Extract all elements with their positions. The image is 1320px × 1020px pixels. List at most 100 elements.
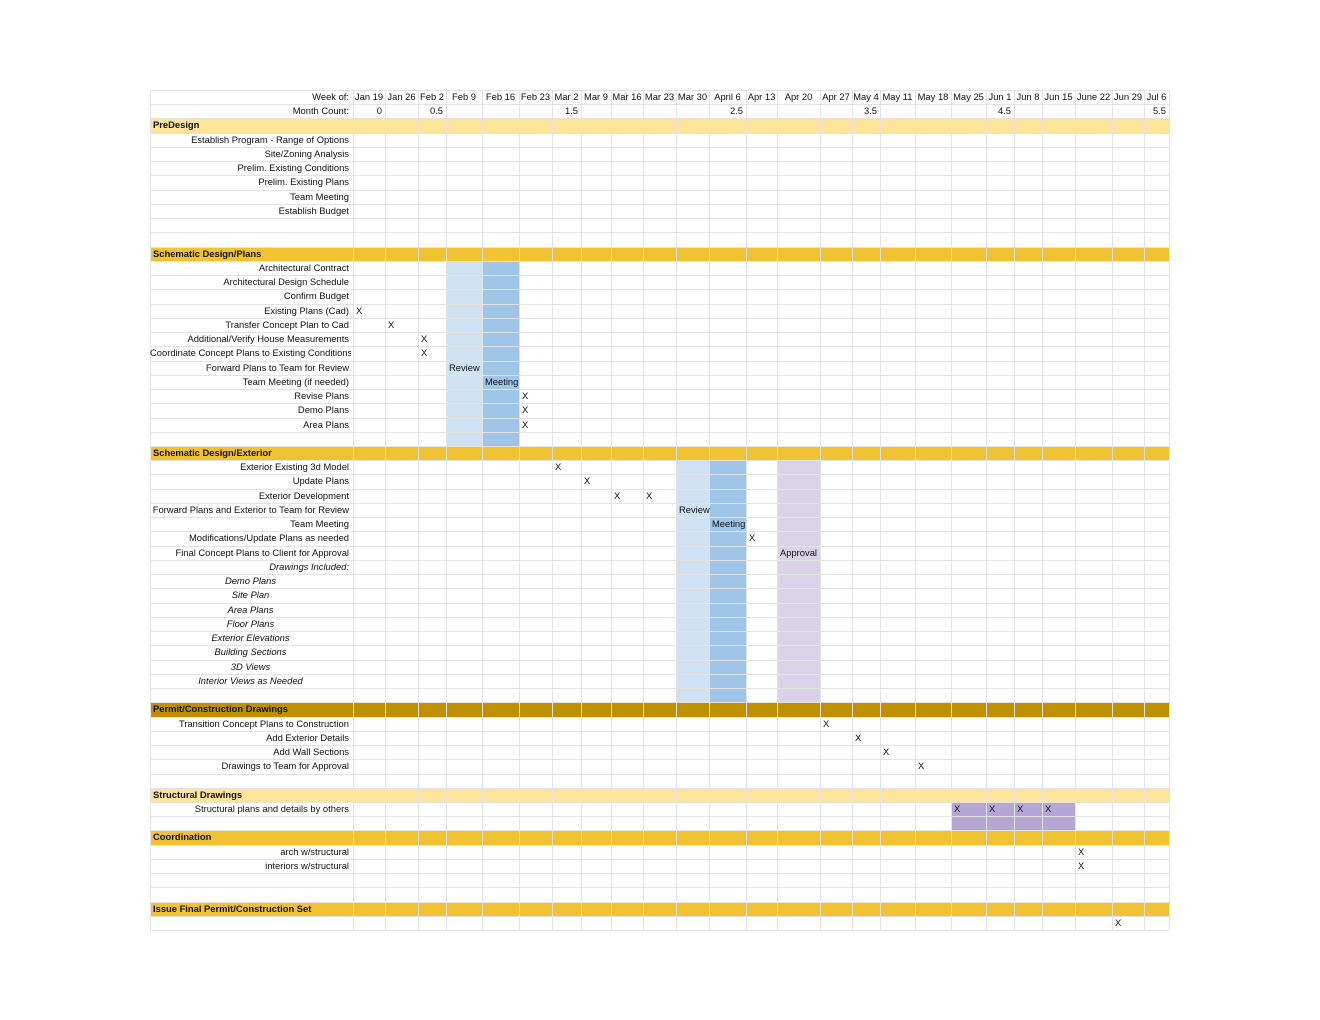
- grid-line-v: [777, 90, 778, 931]
- grid-line-v: [519, 90, 520, 931]
- schedule-mark: X: [555, 461, 562, 473]
- section-header: Issue Final Permit/Construction Set: [153, 902, 312, 914]
- week-header-cell: Jun 29: [1113, 91, 1143, 102]
- grid-line-v: [581, 90, 582, 931]
- week-header-cell: May 25: [953, 91, 984, 102]
- grid-line-v: [820, 90, 821, 931]
- grid-line-h: [150, 602, 1169, 604]
- week-header-cell: Mar 23: [644, 91, 675, 102]
- week-header-cell: June 22: [1076, 91, 1111, 102]
- task-label: Update Plans: [292, 475, 349, 487]
- week-header-cell: Jun 1: [988, 91, 1012, 102]
- grid-line-v: [385, 90, 386, 931]
- month-count-label: Month Count:: [292, 105, 349, 117]
- week-header-cell: Jun 8: [1016, 91, 1040, 102]
- schedule-band: [482, 260, 519, 446]
- grid-line-v: [611, 90, 612, 931]
- grid-line-v: [1144, 90, 1145, 931]
- schedule-mark: X: [749, 532, 756, 544]
- week-header-cell: Mar 2: [554, 91, 579, 102]
- grid-line-h: [150, 360, 1169, 362]
- grid-line-h: [150, 275, 1169, 277]
- task-label: Area Plans: [303, 418, 349, 430]
- month-count-cell: 0: [376, 105, 382, 117]
- grid-line-v: [482, 90, 483, 931]
- month-count-cell: 4.5: [997, 105, 1011, 117]
- task-label: Transition Concept Plans to Construction: [178, 717, 349, 729]
- schedule-mark: X: [388, 318, 395, 330]
- week-header-cell: Feb 23: [520, 91, 551, 102]
- schedule-mark: X: [954, 803, 961, 814]
- schedule-mark: X: [522, 418, 529, 430]
- section-header: Coordination: [153, 831, 212, 843]
- task-label: Structural plans and details by others: [194, 803, 349, 814]
- task-label: interiors w/structural: [265, 859, 349, 871]
- task-label: Existing Plans (Cad): [264, 304, 349, 316]
- grid-line-h: [150, 132, 1169, 134]
- week-header-cell: May 11: [882, 91, 913, 102]
- task-label: Final Concept Plans to Client for Approv…: [175, 546, 349, 558]
- grid-line-h: [150, 616, 1169, 618]
- week-header-cell: Jul 6: [1146, 91, 1167, 102]
- week-header-cell: Mar 16: [612, 91, 642, 102]
- grid-line-v: [353, 90, 354, 931]
- week-header-cell: April 6: [714, 91, 741, 102]
- grid-line-v: [643, 90, 644, 931]
- schedule-band: [777, 460, 820, 703]
- task-label: Demo Plans: [297, 404, 349, 416]
- task-label: Site/Zoning Analysis: [264, 147, 349, 159]
- grid-line-v: [880, 90, 881, 931]
- section-row-bg: [150, 830, 1169, 845]
- schedule-mark: X: [1017, 803, 1024, 814]
- grid-line-h: [150, 830, 1169, 832]
- grid-line-h: [150, 189, 1169, 191]
- task-label: Team Meeting: [290, 518, 349, 530]
- grid-line-h: [150, 90, 1169, 91]
- task-label: arch w/structural: [280, 845, 349, 857]
- week-header-cell: Apr 27: [822, 91, 850, 102]
- schedule-mark: X: [1078, 845, 1085, 857]
- schedule-mark: X: [584, 475, 591, 487]
- grid-line-h: [150, 346, 1169, 348]
- task-label: Building Sections: [214, 646, 287, 658]
- task-label: Exterior Existing 3d Model: [240, 461, 349, 473]
- task-label: Additional/Verify House Measurements: [187, 333, 349, 345]
- grid-line-h: [150, 232, 1169, 234]
- task-label: Team Meeting: [290, 190, 349, 202]
- schedule-mark: Meeting: [712, 518, 746, 530]
- week-header-cell: May 18: [917, 91, 949, 102]
- task-label: Architectural Contract: [258, 261, 349, 273]
- schedule-band: [676, 460, 709, 703]
- grid-line-v: [676, 90, 677, 931]
- week-header-cell: Jan 26: [387, 91, 416, 102]
- task-label: [150, 916, 351, 930]
- task-label: Add Wall Sections: [273, 746, 349, 758]
- week-header-cell: Jun 15: [1044, 91, 1073, 102]
- week-header-cell: Mar 30: [677, 91, 708, 102]
- grid-line-v: [1075, 90, 1076, 931]
- week-header-cell: Feb 9: [452, 91, 476, 102]
- task-label: Revise Plans: [294, 390, 349, 402]
- grid-line-v: [446, 90, 447, 931]
- schedule-mark: X: [522, 404, 529, 416]
- task-label: Establish Budget: [278, 204, 349, 216]
- task-label: Confirm Budget: [283, 290, 349, 302]
- grid-line-h: [150, 787, 1169, 789]
- task-label: Prelim. Existing Conditions: [237, 162, 349, 174]
- grid-line-h: [150, 431, 1169, 433]
- grid-line-h: [150, 816, 1169, 818]
- grid-line-v: [1014, 90, 1015, 931]
- grid-line-v: [552, 90, 553, 931]
- week-header-cell: Feb 16: [485, 91, 516, 102]
- section-row-bg: [150, 901, 1169, 916]
- week-header-cell: Jan 19: [354, 91, 384, 102]
- grid-line-h: [150, 730, 1169, 732]
- schedule-mark: X: [421, 333, 428, 345]
- schedule-mark: X: [522, 390, 529, 402]
- section-row-bg: [150, 118, 1169, 133]
- schedule-band: [446, 260, 482, 446]
- grid-line-h: [150, 802, 1169, 803]
- task-label: Interior Views as Needed: [198, 674, 303, 686]
- grid-line-h: [150, 716, 1169, 718]
- schedule-mark: X: [356, 304, 363, 316]
